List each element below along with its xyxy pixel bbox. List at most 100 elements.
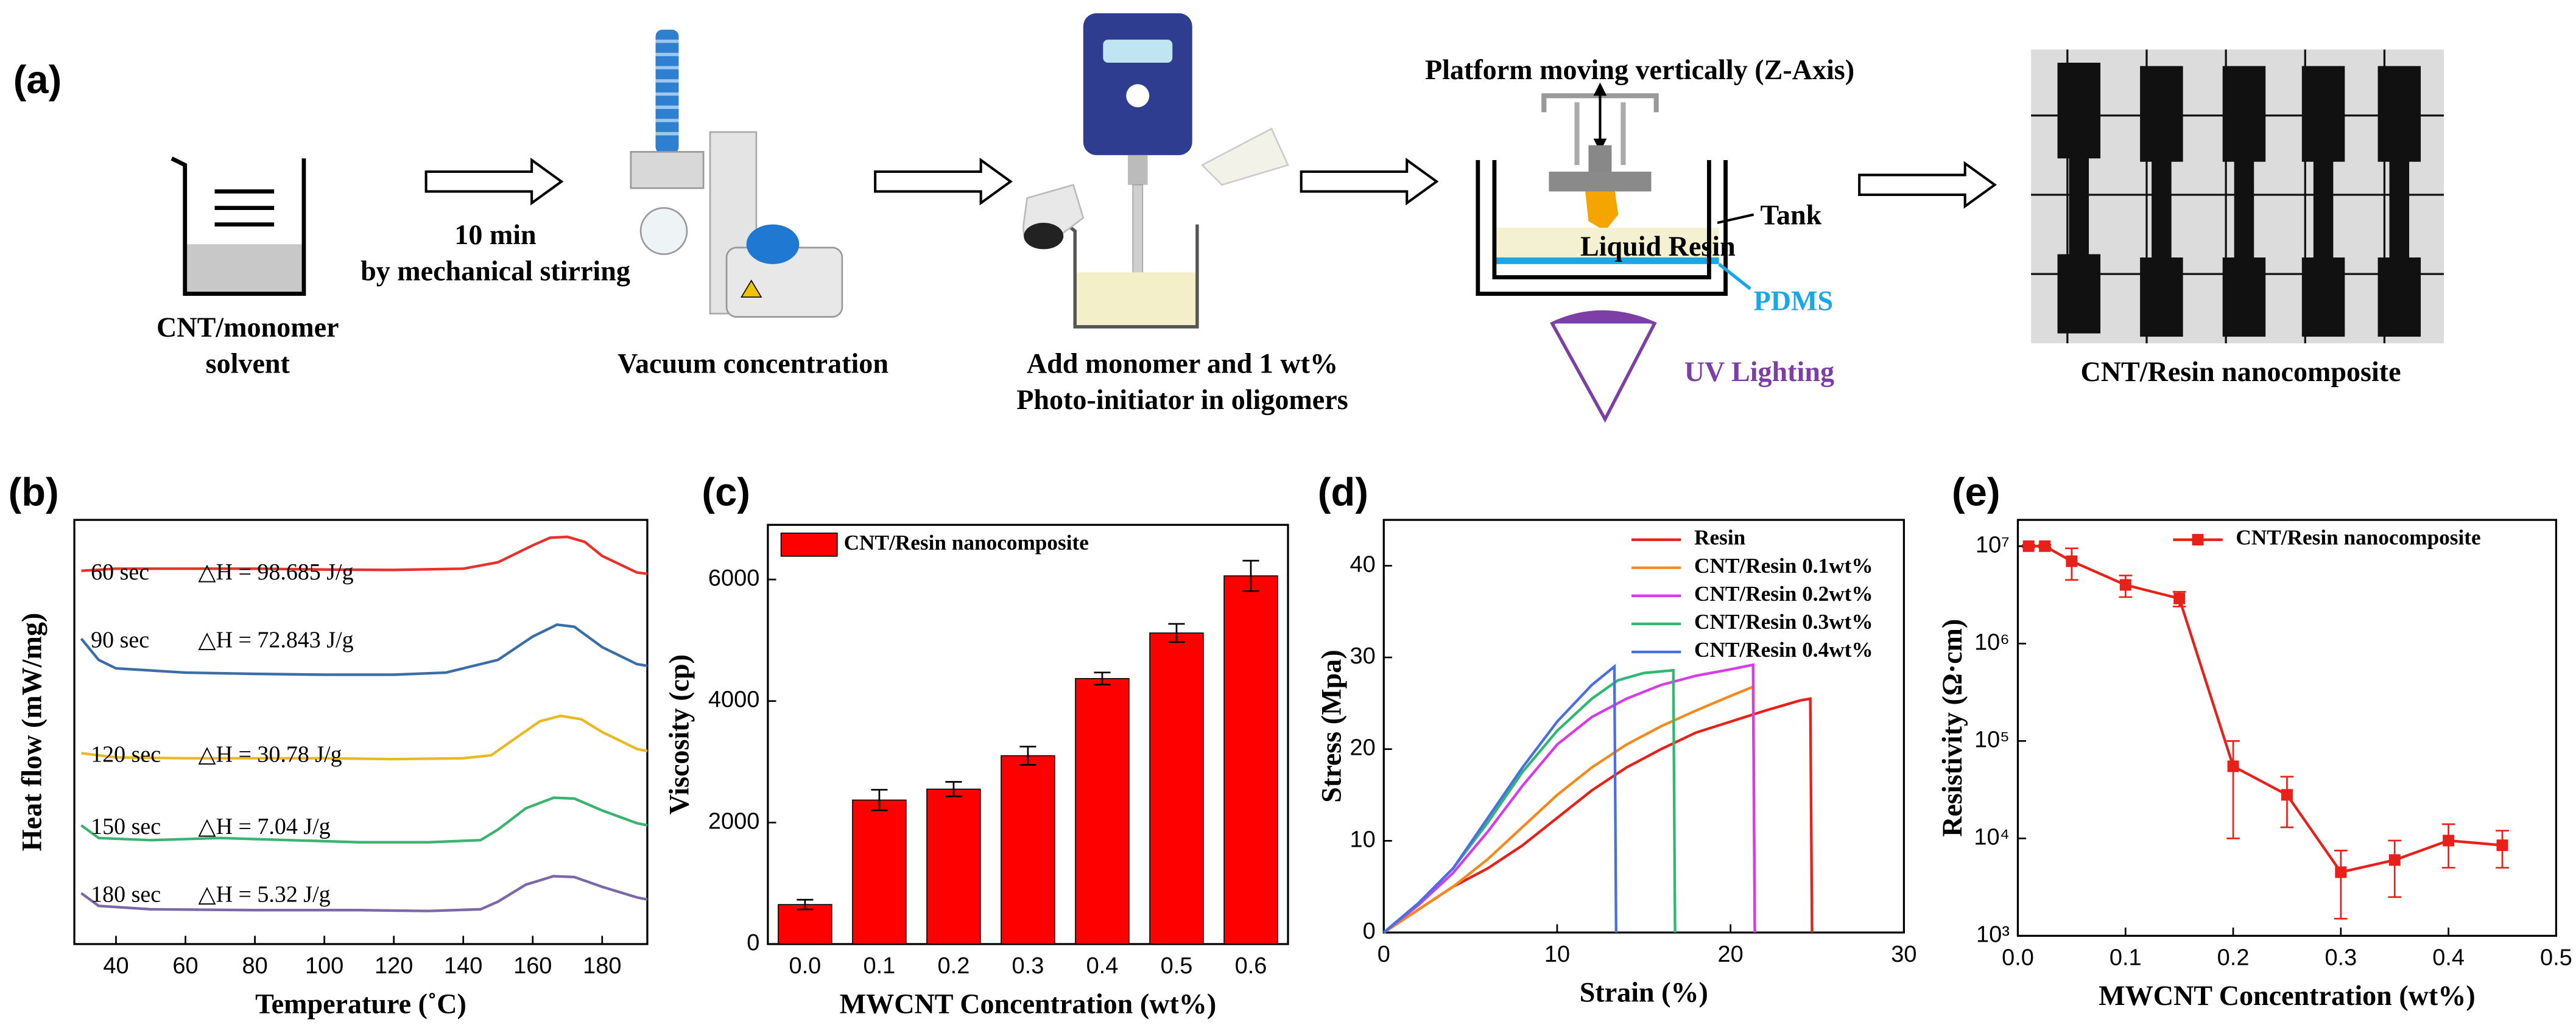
- pdms-film: [1494, 257, 1719, 264]
- liquid: [1075, 272, 1197, 327]
- condenser: [655, 29, 679, 154]
- series-name: 150 sec: [91, 814, 161, 839]
- y-axis-label: Viscosity (cp): [663, 654, 694, 814]
- x-tick-label: 0.4: [2432, 945, 2465, 970]
- x-tick-label: 60: [172, 953, 198, 979]
- y-tick-label: 30: [1350, 643, 1375, 669]
- specimen-photo: [2031, 49, 2444, 343]
- y-tick-label: 10⁷: [1976, 532, 2010, 558]
- x-axis-label: MWCNT Concentration (wt%): [840, 989, 1217, 1020]
- process-arrow: [1300, 158, 1439, 206]
- y-tick-label: 0: [747, 930, 759, 956]
- error-bar: [1242, 559, 1259, 592]
- x-tick-label: 80: [242, 953, 267, 979]
- series-annotation: △H = 5.32 J/g: [198, 881, 330, 907]
- process-arrow: [1858, 161, 1997, 209]
- x-tick-label: 0.5: [1161, 953, 1193, 979]
- warning-sign: [741, 279, 762, 298]
- x-tick-label: 0.5: [2540, 945, 2572, 970]
- x-tick-label: 140: [444, 953, 482, 979]
- chart: (b) 40 60 80 100 120 140 160 180 Temperature (˚C)…: [9, 470, 649, 1020]
- rotating-flask: [746, 224, 800, 264]
- panel-label: (b): [9, 470, 59, 514]
- x-tick-label: 0.4: [1086, 953, 1119, 979]
- chart: (e) 0.0 0.1 0.2 0.3 0.4 0.5 10³ 10⁴ 10⁵ 10⁶ 10⁷ MWCN…: [1937, 470, 2572, 1011]
- x-tick-label: 180: [583, 953, 621, 979]
- series-annotation: △H = 72.843 J/g: [198, 627, 353, 653]
- x-tick-label: 0.6: [1235, 953, 1267, 979]
- button: [1126, 84, 1150, 108]
- x-tick-label: 100: [305, 953, 343, 979]
- rotary-evaporator: [630, 29, 843, 318]
- uv-source: [1552, 312, 1655, 324]
- liquid: [185, 244, 304, 294]
- marker: [2119, 579, 2131, 591]
- error-bar: [1168, 623, 1185, 643]
- panel-label: (e): [1952, 470, 2001, 514]
- device-body: [1083, 13, 1192, 155]
- step-label: Vacuum concentration: [618, 348, 889, 379]
- error-bar: [945, 781, 962, 797]
- error-bar: [871, 789, 888, 811]
- x-tick-label: 0.0: [2002, 945, 2034, 970]
- diagram: (a) CNT/monomer solvent 10 min by mechan…: [13, 13, 2444, 423]
- specimen: [2222, 66, 2266, 337]
- x-tick-label: 160: [513, 953, 552, 979]
- display: [1103, 40, 1173, 63]
- specimen: [2140, 66, 2183, 337]
- marker: [2173, 592, 2186, 604]
- error-bar: [2226, 740, 2240, 839]
- x-tick-label: 20: [1718, 942, 1744, 967]
- y-tick-label: 2000: [708, 808, 759, 834]
- printer-title: Platform moving vertically (Z-Axis): [1425, 54, 1854, 85]
- y-tick-label: 0: [1363, 919, 1376, 944]
- bar: [778, 904, 832, 945]
- y-axis-label: Heat flow (mW/mg): [16, 613, 48, 852]
- step-label: CNT/Resin nanocomposite: [2080, 356, 2401, 387]
- y-tick-label: 10⁵: [1974, 727, 2010, 752]
- marker: [2335, 866, 2347, 878]
- marker: [2066, 555, 2078, 567]
- beaker: [171, 156, 306, 296]
- x-tick-label: 0.0: [789, 953, 822, 979]
- panel-label: (d): [1318, 470, 1368, 514]
- series-name: 120 sec: [91, 742, 161, 768]
- homogenizer: [1022, 13, 1289, 329]
- flask: [639, 207, 688, 255]
- x-tick-label: 0.2: [2217, 945, 2250, 970]
- x-tick-label: 30: [1891, 942, 1916, 967]
- y-tick-label: 10³: [1976, 922, 2010, 947]
- step-label: CNT/monomer: [157, 312, 339, 343]
- legend-label: CNT/Resin nanocomposite: [844, 531, 1089, 555]
- legend-label: CNT/Resin 0.1wt%: [1694, 554, 1873, 578]
- y-tick-label: 40: [1350, 551, 1375, 577]
- beaker-outline: [171, 156, 306, 296]
- x-axis-label: Temperature (˚C): [255, 989, 466, 1020]
- x-tick-label: 0: [1378, 942, 1390, 967]
- data-line: [80, 796, 648, 844]
- x-tick-label: 40: [103, 953, 128, 979]
- y-tick-label: 4000: [708, 687, 759, 713]
- x-tick-label: 0.3: [2324, 945, 2357, 970]
- panel-label: (c): [702, 470, 750, 514]
- tank-outline: [1476, 160, 1728, 296]
- y-tick-label: 10: [1350, 827, 1375, 852]
- marker: [2022, 540, 2035, 552]
- y-axis-label: Stress (Mpa): [1315, 649, 1346, 802]
- series-annotation: △H = 7.04 J/g: [198, 814, 330, 839]
- legend-label: CNT/Resin nanocomposite: [2236, 526, 2480, 550]
- y-tick-label: 10⁶: [1974, 629, 2010, 655]
- powder: [1024, 223, 1064, 250]
- x-tick-label: 10: [1544, 942, 1570, 967]
- x-tick-label: 0.1: [2110, 945, 2142, 970]
- legend-label: Resin: [1694, 526, 1746, 550]
- y-tick-label: 10⁴: [1974, 824, 2010, 850]
- marker: [2039, 540, 2051, 552]
- step-label: Add monomer and 1 wt%: [1027, 348, 1338, 379]
- marker: [2227, 760, 2239, 772]
- bar: [1001, 755, 1055, 945]
- marker: [2443, 835, 2455, 847]
- printer-label: UV Lighting: [1684, 356, 1834, 387]
